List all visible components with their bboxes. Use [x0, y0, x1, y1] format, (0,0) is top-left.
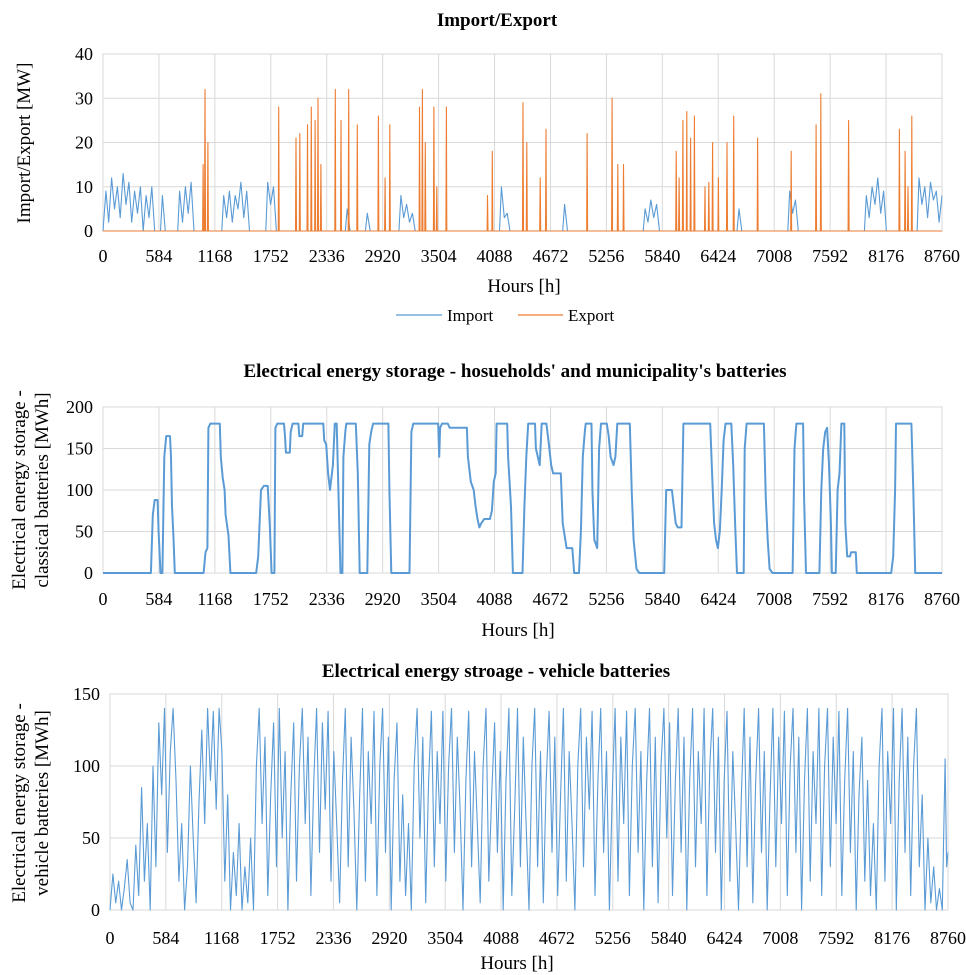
y-tick-label: 40 — [75, 44, 93, 64]
x-tick-label: 584 — [145, 246, 172, 266]
x-tick-label: 2336 — [309, 246, 345, 266]
x-tick-label: 1168 — [197, 246, 232, 266]
x-axis-label: Hours [h] — [481, 620, 554, 641]
y-tick-label: 30 — [75, 88, 93, 108]
legend-import-label: Import — [447, 306, 494, 325]
x-axis-label: Hours [h] — [480, 953, 553, 974]
y-tick-label: 150 — [66, 439, 93, 459]
x-tick-label: 6424 — [707, 928, 743, 948]
x-tick-label: 4088 — [477, 589, 513, 609]
y-axis-label-line-1: Electrical energy storage - — [9, 703, 30, 903]
x-tick-label: 8176 — [868, 589, 904, 609]
x-tick-label: 7592 — [812, 246, 848, 266]
y-tick-label: 150 — [73, 684, 100, 704]
x-tick-label: 5840 — [644, 246, 680, 266]
y-tick-label: 100 — [73, 756, 100, 776]
x-tick-label: 584 — [152, 928, 179, 948]
x-tick-label: 2336 — [315, 928, 351, 948]
classical-batteries-chart: Electrical energy storage - hosueholds' … — [9, 361, 960, 641]
x-tick-label: 4088 — [477, 246, 513, 266]
x-axis-label: Hours [h] — [487, 276, 560, 297]
chart-title: Import/Export — [437, 10, 558, 31]
x-tick-label: 4672 — [539, 928, 575, 948]
x-tick-label: 7008 — [756, 589, 792, 609]
series-line-import — [102, 172, 943, 232]
x-tick-label: 4672 — [532, 246, 568, 266]
x-tick-label: 5256 — [588, 589, 624, 609]
x-tick-label: 7008 — [762, 928, 798, 948]
x-tick-label: 8760 — [930, 928, 966, 948]
x-tick-label: 1752 — [253, 246, 289, 266]
series-line-series-0 — [109, 707, 949, 911]
x-tick-label: 5256 — [595, 928, 631, 948]
x-tick-label: 0 — [106, 928, 115, 948]
x-tick-label: 5840 — [651, 928, 687, 948]
y-tick-label: 0 — [84, 221, 93, 241]
x-tick-label: 4672 — [532, 589, 568, 609]
x-tick-label: 7008 — [756, 246, 792, 266]
y-axis-label-line-1: Electrical energy storage - — [9, 390, 30, 590]
x-tick-label: 584 — [145, 589, 172, 609]
x-tick-label: 5256 — [588, 246, 624, 266]
y-tick-label: 10 — [75, 177, 93, 197]
x-tick-label: 3504 — [421, 246, 457, 266]
x-tick-label: 3504 — [421, 589, 457, 609]
y-axis-label: Import/Export [MW] — [14, 63, 35, 224]
x-tick-label: 6424 — [700, 589, 736, 609]
x-tick-label: 2920 — [371, 928, 407, 948]
chart-title: Electrical energy stroage - vehicle batt… — [322, 661, 670, 682]
x-tick-label: 8176 — [868, 246, 904, 266]
x-tick-label: 2920 — [365, 246, 401, 266]
y-tick-label: 0 — [91, 900, 100, 920]
x-tick-label: 2920 — [365, 589, 401, 609]
y-tick-label: 0 — [84, 563, 93, 583]
x-tick-label: 8176 — [874, 928, 910, 948]
x-tick-label: 4088 — [483, 928, 519, 948]
y-axis-label-line-2: classical batteries [MWh] — [32, 392, 53, 587]
x-tick-label: 1168 — [204, 928, 239, 948]
x-tick-label: 6424 — [700, 246, 736, 266]
x-tick-label: 1168 — [197, 589, 232, 609]
import-export-chart: Import/Export 0 10 20 30 40 0 584 1168 1752 2336… — [14, 10, 960, 325]
x-tick-label: 7592 — [818, 928, 854, 948]
y-tick-label: 200 — [66, 397, 93, 417]
x-tick-label: 1752 — [253, 589, 289, 609]
x-tick-label: 0 — [99, 246, 108, 266]
chart-title: Electrical energy storage - hosueholds' … — [243, 361, 786, 382]
x-tick-label: 5840 — [644, 589, 680, 609]
y-axis-label-line-2: vehicle batteries [MWh] — [32, 710, 53, 896]
series-line-export — [103, 88, 942, 232]
y-tick-label: 50 — [75, 522, 93, 542]
legend: Import Export — [396, 306, 615, 325]
x-tick-label: 8760 — [924, 246, 960, 266]
y-tick-label: 50 — [82, 828, 100, 848]
x-tick-label: 7592 — [812, 589, 848, 609]
series-line-series-0 — [103, 422, 942, 574]
x-tick-label: 3504 — [427, 928, 463, 948]
y-tick-label: 100 — [66, 480, 93, 500]
x-tick-label: 1752 — [260, 928, 296, 948]
legend-export-label: Export — [568, 306, 615, 325]
x-tick-label: 8760 — [924, 589, 960, 609]
x-tick-label: 0 — [99, 589, 108, 609]
y-tick-label: 20 — [75, 133, 93, 153]
vehicle-batteries-chart: Electrical energy stroage - vehicle batt… — [9, 661, 966, 974]
x-tick-label: 2336 — [309, 589, 345, 609]
